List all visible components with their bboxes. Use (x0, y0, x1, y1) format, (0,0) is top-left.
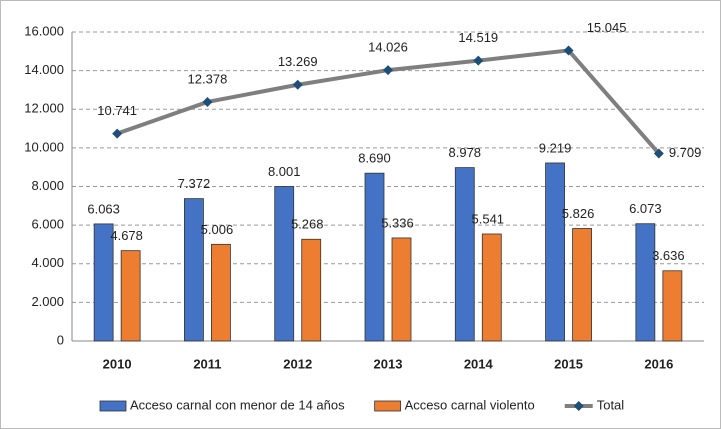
y-tick-label: 6.000 (31, 217, 64, 232)
x-tick-label: 2014 (464, 356, 494, 371)
x-tick-label: 2016 (644, 356, 673, 371)
legend-swatch (374, 400, 402, 412)
y-tick-label: 0 (57, 332, 64, 347)
bar (274, 186, 295, 342)
bar (364, 172, 385, 342)
y-tick-label: 10.000 (24, 139, 64, 154)
data-label: 4.678 (110, 228, 143, 243)
bar (454, 167, 475, 342)
x-tick-label: 2013 (374, 356, 403, 371)
data-label: 3.636 (652, 248, 685, 263)
legend-swatch (573, 401, 584, 411)
bar (481, 233, 502, 342)
legend-label: Acceso carnal violento (405, 397, 535, 412)
data-label: 5.006 (201, 222, 234, 237)
data-label: 5.268 (291, 217, 324, 232)
line-marker (653, 148, 664, 159)
data-label: 8.978 (449, 145, 482, 160)
bar (635, 223, 656, 342)
bar (572, 228, 592, 342)
line-marker (292, 79, 303, 90)
line-marker (112, 128, 123, 139)
data-label: 8.690 (358, 151, 391, 166)
data-label: 5.336 (381, 215, 414, 230)
bar (545, 162, 565, 342)
line-marker (383, 65, 393, 76)
data-label: 8.001 (268, 164, 301, 179)
legend-label: Total (597, 397, 625, 412)
bar (93, 223, 114, 342)
y-tick-label: 8.000 (31, 178, 64, 193)
data-label: 14.026 (368, 40, 408, 55)
data-label: 10.741 (97, 103, 137, 118)
legend-swatch (99, 400, 127, 412)
bar (662, 270, 683, 342)
bar (301, 238, 322, 342)
data-label: 13.269 (278, 54, 318, 69)
data-label: 12.378 (188, 71, 228, 86)
data-label: 9.219 (539, 140, 572, 155)
data-label: 5.541 (472, 211, 505, 226)
data-label: 7.372 (178, 176, 211, 191)
x-tick-label: 2011 (193, 356, 221, 371)
bar (120, 250, 141, 342)
data-label: 9.709 (669, 145, 702, 160)
bar (184, 198, 204, 342)
y-tick-label: 14.000 (24, 62, 64, 77)
bar (211, 243, 231, 342)
line-marker (202, 96, 213, 107)
line-marker (563, 45, 574, 56)
y-tick-label: 2.000 (31, 294, 64, 309)
x-tick-label: 2012 (283, 356, 312, 371)
legend-label: Acceso carnal con menor de 14 años (130, 397, 345, 412)
x-tick-label: 2010 (103, 356, 132, 371)
line-marker (473, 55, 484, 66)
y-tick-label: 4.000 (31, 255, 64, 270)
y-tick-label: 16.000 (24, 23, 64, 38)
data-label: 5.826 (562, 206, 595, 221)
data-label: 6.073 (629, 201, 662, 216)
data-label: 14.519 (458, 30, 498, 45)
data-label: 15.045 (587, 20, 627, 35)
y-tick-label: 12.000 (24, 101, 64, 116)
bar (391, 237, 412, 342)
data-label: 6.063 (87, 201, 120, 216)
x-tick-label: 2015 (554, 356, 583, 371)
